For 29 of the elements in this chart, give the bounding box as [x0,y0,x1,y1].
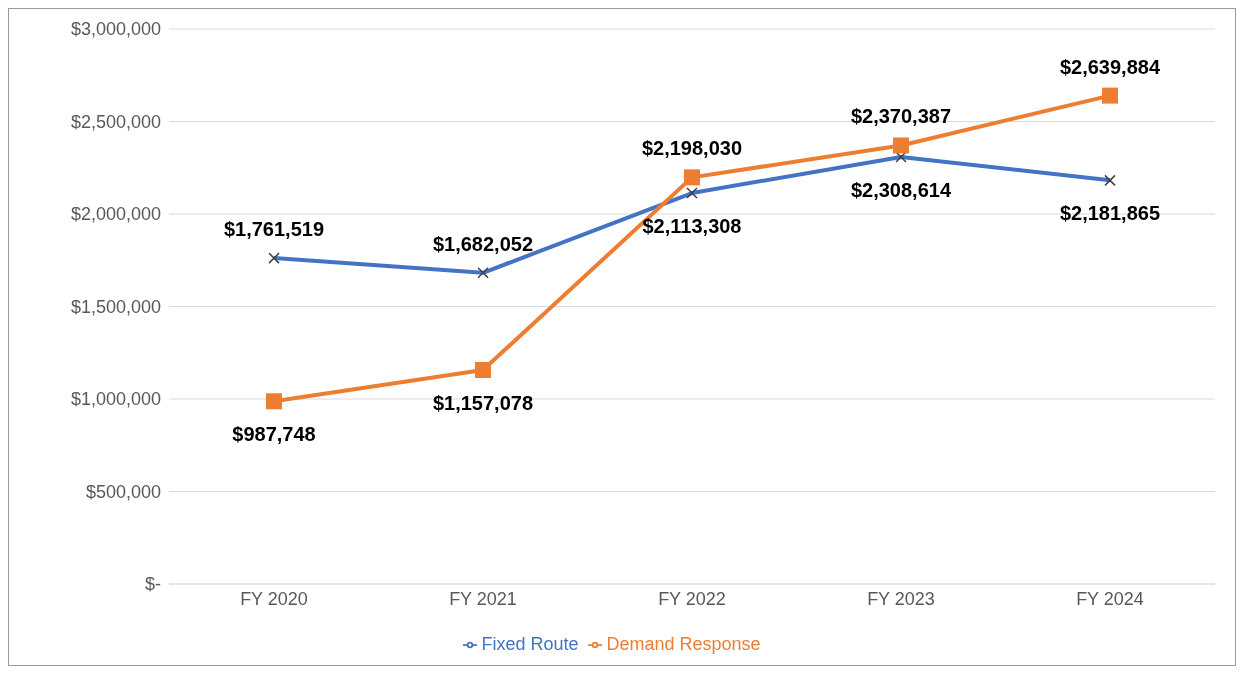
legend-label: Demand Response [606,634,761,654]
point [893,137,909,154]
data-label: $1,682,052 [432,232,534,255]
data-label: $2,308,614 [850,178,952,201]
point [266,393,282,410]
y-tick-label: $- [144,574,161,595]
point [1102,87,1118,104]
data-label: $2,198,030 [641,137,743,160]
data-label: $2,639,884 [1059,55,1161,78]
data-label: $1,761,519 [223,218,325,241]
y-tick-label: $1,000,000 [70,389,161,410]
data-label: $2,370,387 [850,105,952,128]
x-tick-label: FY 2023 [867,588,935,609]
x-tick-label: FY 2020 [240,588,308,609]
data-label: $1,157,078 [432,391,534,414]
point [684,169,700,186]
x-tick-label: FY 2024 [1076,588,1144,609]
y-tick-label: $2,500,000 [70,111,161,132]
legend-label: Fixed Route [481,634,579,654]
x-tick-label: FY 2022 [658,588,726,609]
data-label: $987,748 [232,423,316,446]
y-tick-label: $1,500,000 [70,296,161,317]
y-tick-label: $500,000 [85,481,161,502]
y-tick-label: $2,000,000 [70,204,161,225]
data-label: $2,113,308 [642,215,742,238]
y-tick-label: $3,000,000 [70,19,161,40]
point [475,361,491,378]
data-label: $2,181,865 [1059,202,1161,225]
x-tick-label: FY 2021 [449,588,517,609]
